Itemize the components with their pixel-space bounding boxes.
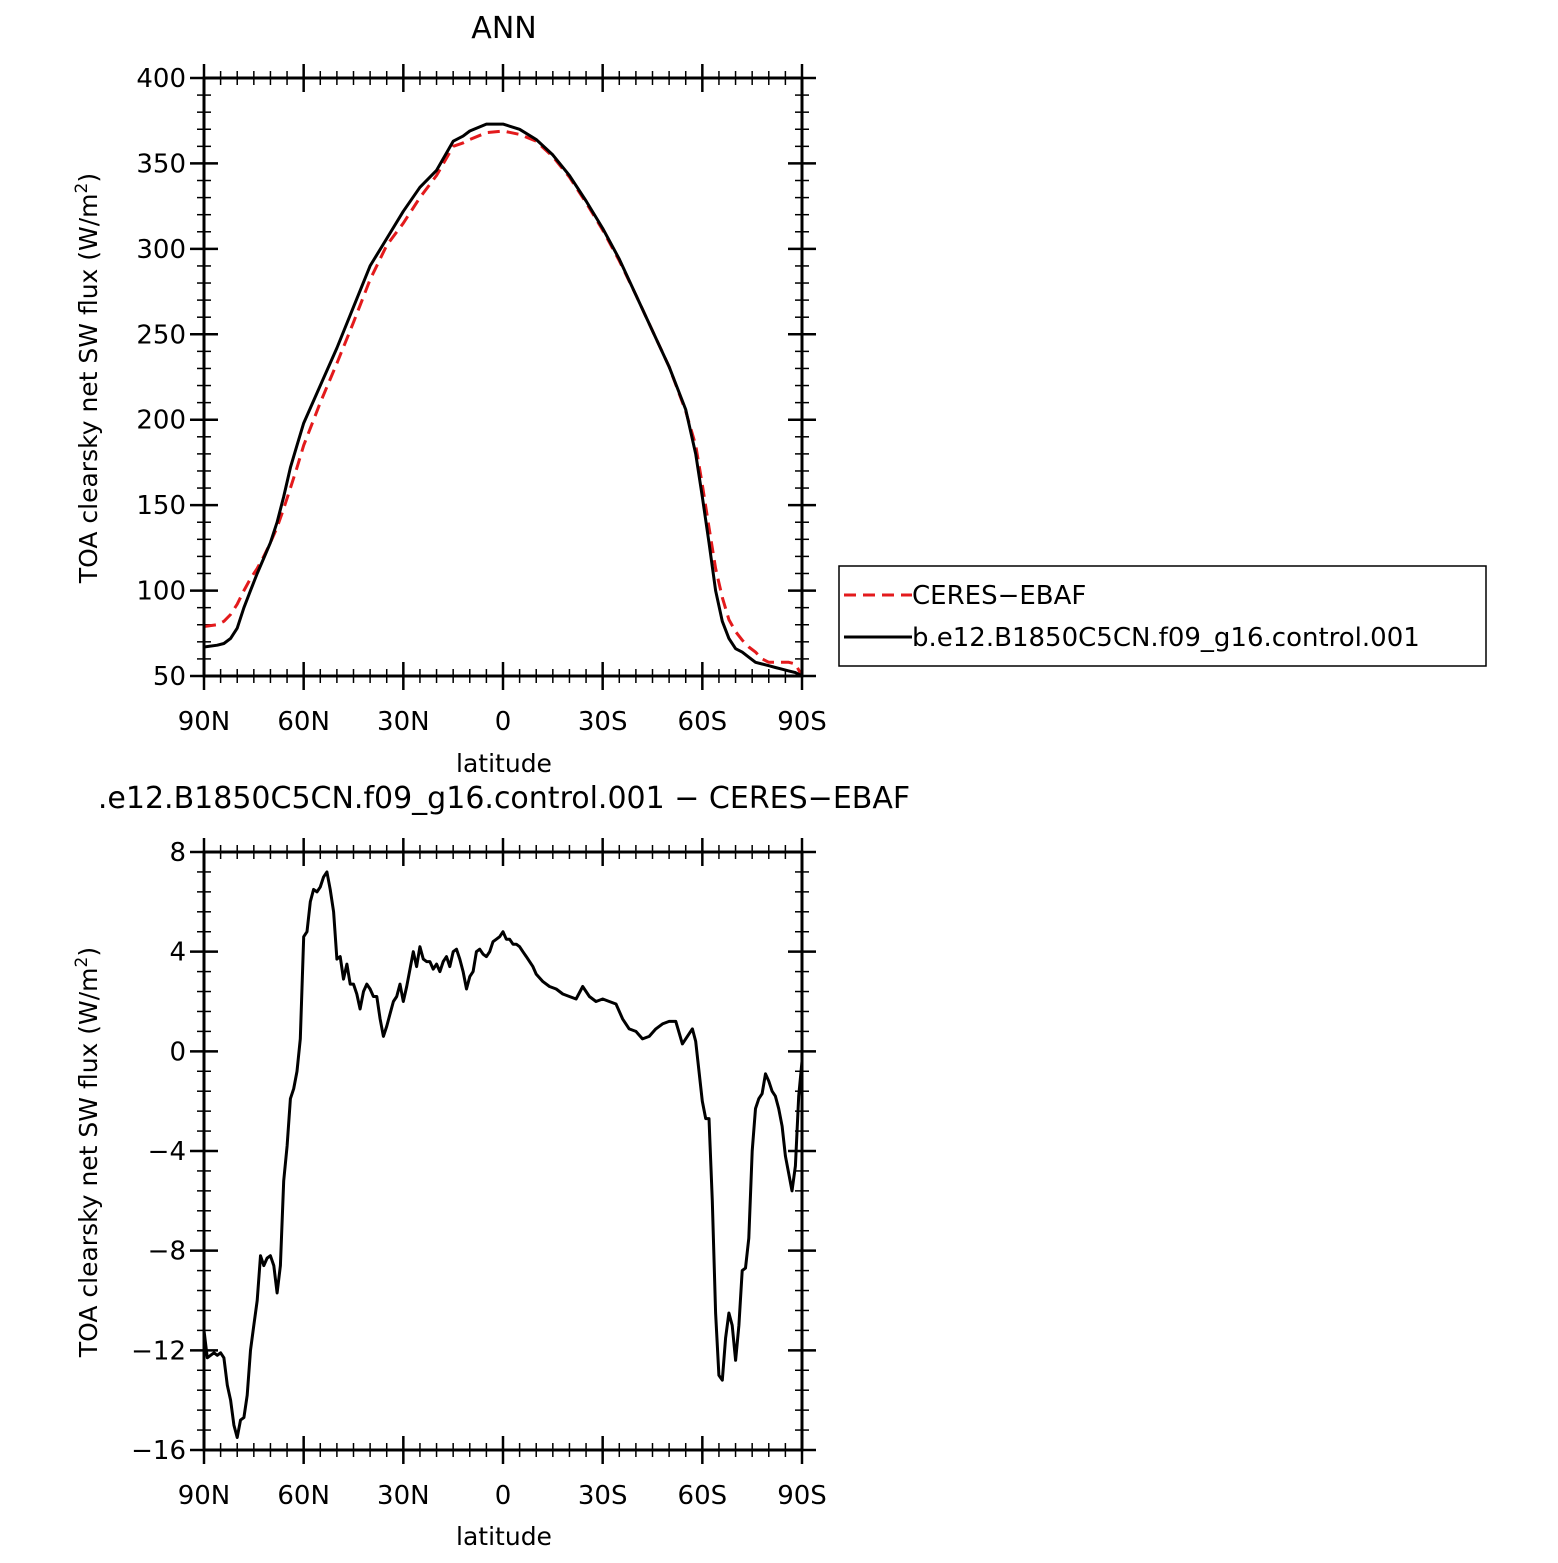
bottom-y-axis-label-main: TOA clearsky net SW flux (W/m <box>74 967 103 1358</box>
top-chart-series <box>203 122 804 678</box>
bottom-y-tick-labels: −16 −12 −8 −4 0 4 8 <box>131 838 186 1466</box>
y-tick-label: 0 <box>169 1037 186 1067</box>
y-tick-label: 250 <box>136 320 186 350</box>
y-tick-label: 400 <box>136 64 186 94</box>
top-y-tick-labels: 50 100 150 200 250 300 350 400 <box>136 64 186 692</box>
x-tick-label: 90N <box>178 707 231 737</box>
bottom-series-line-model <box>202 870 804 1439</box>
x-tick-label: 60N <box>277 707 330 737</box>
y-tick-label: −4 <box>148 1137 186 1167</box>
top-chart-title: ANN <box>471 11 536 46</box>
bottom-chart-series <box>202 870 804 1439</box>
x-tick-label: 30N <box>377 1481 430 1511</box>
top-chart-panel: ANN 50 100 150 200 250 300 350 400 90N 60N 30N 0 30… <box>72 11 1487 778</box>
top-chart-ticks <box>190 64 816 690</box>
y-tick-label: 50 <box>153 662 186 692</box>
y-tick-label: 200 <box>136 406 186 436</box>
bottom-chart-title: .e12.B1850C5CN.f09_g16.control.001 − CER… <box>98 781 910 816</box>
top-y-axis-label: TOA clearsky net SW flux (W/m2) <box>72 173 103 584</box>
x-tick-label: 90S <box>777 1481 827 1511</box>
y-tick-label: −16 <box>131 1436 186 1466</box>
x-tick-label: 90N <box>178 1481 231 1511</box>
y-tick-label: −12 <box>131 1336 186 1366</box>
y-tick-label: 8 <box>169 838 186 868</box>
bottom-y-axis-label: TOA clearsky net SW flux (W/m2) <box>72 947 103 1358</box>
top-chart-frame <box>202 76 804 678</box>
bottom-x-tick-labels: 90N 60N 30N 0 30S 60S 90S <box>178 1481 827 1511</box>
y-tick-label: 150 <box>136 491 186 521</box>
x-tick-label: 0 <box>495 707 512 737</box>
bottom-x-axis-label: latitude <box>456 1522 552 1551</box>
x-tick-label: 0 <box>495 1481 512 1511</box>
top-x-tick-labels: 90N 60N 30N 0 30S 60S 90S <box>178 707 827 737</box>
y-tick-label: 300 <box>136 235 186 265</box>
x-tick-label: 60N <box>277 1481 330 1511</box>
x-tick-label: 60S <box>678 707 728 737</box>
x-tick-label: 90S <box>777 707 827 737</box>
y-tick-label: 350 <box>136 149 186 179</box>
legend-label-model: b.e12.B1850C5CN.f09_g16.control.001 <box>912 623 1420 653</box>
legend-box <box>838 565 1487 667</box>
top-x-axis-label: latitude <box>456 749 552 778</box>
x-tick-label: 30S <box>578 1481 628 1511</box>
x-tick-label: 30N <box>377 707 430 737</box>
top-y-axis-label-main: TOA clearsky net SW flux (W/m <box>74 193 103 584</box>
top-y-axis-label-exponent: 2 <box>72 183 92 194</box>
top-series-line-ceres <box>203 129 804 677</box>
y-tick-label: 4 <box>169 938 186 968</box>
bottom-chart-frame <box>202 850 804 1452</box>
bottom-chart-panel: .e12.B1850C5CN.f09_g16.control.001 − CER… <box>72 781 910 1551</box>
x-tick-label: 60S <box>678 1481 728 1511</box>
bottom-y-axis-label-exponent: 2 <box>72 957 92 968</box>
y-tick-label: −8 <box>148 1237 186 1267</box>
x-tick-label: 30S <box>578 707 628 737</box>
legend-label-ceres: CERES−EBAF <box>912 581 1086 611</box>
top-series-line-model <box>203 122 803 678</box>
top-y-axis-label-close: ) <box>74 173 103 183</box>
y-tick-label: 100 <box>136 577 186 607</box>
legend: CERES−EBAF b.e12.B1850C5CN.f09_g16.contr… <box>838 565 1487 667</box>
bottom-y-axis-label-close: ) <box>74 947 103 957</box>
